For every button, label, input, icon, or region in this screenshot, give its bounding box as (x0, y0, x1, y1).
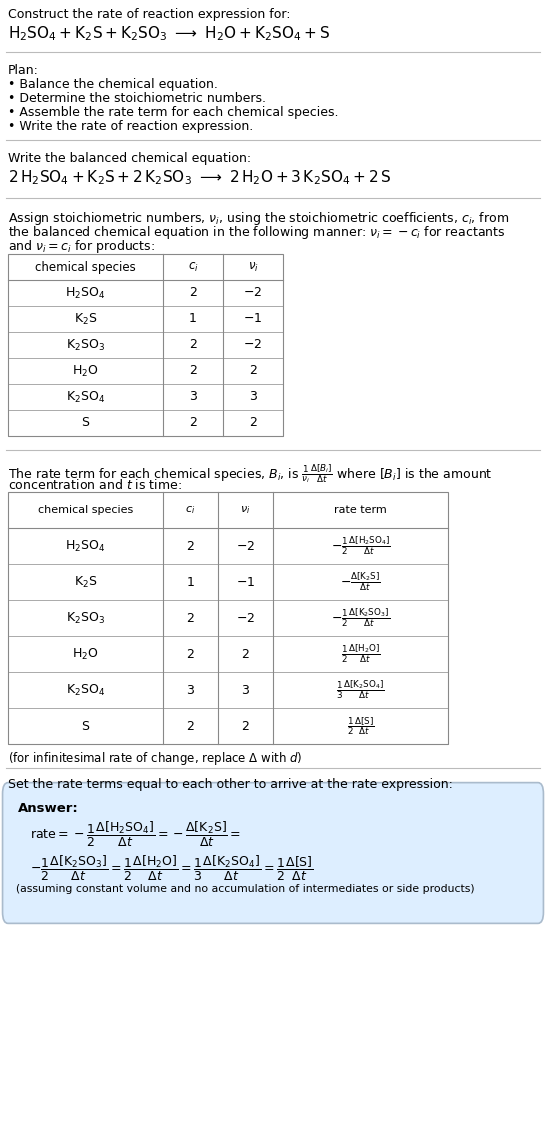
Text: $\frac{1}{2}\frac{\Delta[\mathrm{S}]}{\Delta t}$: $\frac{1}{2}\frac{\Delta[\mathrm{S}]}{\D… (347, 715, 374, 737)
Text: $-\frac{1}{2}\frac{\Delta[\mathrm{H_2SO_4}]}{\Delta t}$: $-\frac{1}{2}\frac{\Delta[\mathrm{H_2SO_… (330, 535, 390, 558)
Text: $\frac{1}{3}\frac{\Delta[\mathrm{K_2SO_4}]}{\Delta t}$: $\frac{1}{3}\frac{\Delta[\mathrm{K_2SO_4… (336, 678, 385, 701)
FancyBboxPatch shape (3, 783, 543, 923)
Text: 2: 2 (187, 719, 194, 733)
Text: • Determine the stoichiometric numbers.: • Determine the stoichiometric numbers. (8, 92, 266, 105)
Text: $\mathrm{rate} = -\dfrac{1}{2}\dfrac{\Delta[\mathrm{H_2SO_4}]}{\Delta t} = -\dfr: $\mathrm{rate} = -\dfrac{1}{2}\dfrac{\De… (30, 820, 241, 849)
Text: 2: 2 (189, 287, 197, 299)
Text: $2$: $2$ (248, 417, 257, 429)
Text: • Balance the chemical equation.: • Balance the chemical equation. (8, 79, 218, 91)
Text: 3: 3 (187, 684, 194, 696)
Text: $2$: $2$ (241, 648, 250, 660)
Text: $\frac{1}{2}\frac{\Delta[\mathrm{H_2O}]}{\Delta t}$: $\frac{1}{2}\frac{\Delta[\mathrm{H_2O}]}… (341, 643, 381, 666)
Text: Plan:: Plan: (8, 64, 39, 77)
Text: (assuming constant volume and no accumulation of intermediates or side products): (assuming constant volume and no accumul… (16, 884, 474, 894)
Text: $\nu_i$: $\nu_i$ (240, 504, 251, 516)
Text: $\mathrm{H_2O}$: $\mathrm{H_2O}$ (72, 363, 99, 379)
Text: $\mathrm{S}$: $\mathrm{S}$ (81, 417, 90, 429)
Text: $\mathrm{H_2SO_4}$: $\mathrm{H_2SO_4}$ (66, 538, 106, 553)
Text: the balanced chemical equation in the following manner: $\nu_i = -c_i$ for react: the balanced chemical equation in the fo… (8, 224, 506, 241)
Text: (for infinitesimal rate of change, replace $\Delta$ with $d$): (for infinitesimal rate of change, repla… (8, 750, 302, 767)
Text: • Write the rate of reaction expression.: • Write the rate of reaction expression. (8, 119, 253, 133)
Text: $\nu_i$: $\nu_i$ (247, 261, 258, 273)
Text: Construct the rate of reaction expression for:: Construct the rate of reaction expressio… (8, 8, 290, 20)
Text: $\mathrm{H_2SO_4 + K_2S + K_2SO_3 \ \longrightarrow \ H_2O + K_2SO_4 + S}$: $\mathrm{H_2SO_4 + K_2S + K_2SO_3 \ \lon… (8, 24, 330, 43)
Bar (8, 492, 448, 744)
Text: $c_i$: $c_i$ (188, 261, 198, 273)
Text: Set the rate terms equal to each other to arrive at the rate expression:: Set the rate terms equal to each other t… (8, 778, 453, 791)
Text: $\mathrm{H_2O}$: $\mathrm{H_2O}$ (72, 646, 99, 661)
Text: concentration and $t$ is time:: concentration and $t$ is time: (8, 478, 182, 492)
Text: $-\frac{\Delta[\mathrm{K_2S}]}{\Delta t}$: $-\frac{\Delta[\mathrm{K_2S}]}{\Delta t}… (340, 570, 381, 593)
Text: $2$: $2$ (248, 364, 257, 378)
Text: rate term: rate term (334, 505, 387, 516)
Text: $\mathrm{S}$: $\mathrm{S}$ (81, 719, 90, 733)
Text: 3: 3 (189, 390, 197, 404)
Text: $-\dfrac{1}{2}\dfrac{\Delta[\mathrm{K_2SO_3}]}{\Delta t} = \dfrac{1}{2}\dfrac{\D: $-\dfrac{1}{2}\dfrac{\Delta[\mathrm{K_2S… (30, 854, 314, 883)
Text: • Assemble the rate term for each chemical species.: • Assemble the rate term for each chemic… (8, 106, 339, 119)
Text: 2: 2 (187, 648, 194, 660)
Text: $-1$: $-1$ (236, 576, 255, 588)
Text: Answer:: Answer: (18, 802, 79, 815)
Text: 1: 1 (187, 576, 194, 588)
Text: Assign stoichiometric numbers, $\nu_i$, using the stoichiometric coefficients, $: Assign stoichiometric numbers, $\nu_i$, … (8, 211, 509, 226)
Text: $\mathrm{K_2SO_3}$: $\mathrm{K_2SO_3}$ (66, 338, 105, 353)
Text: The rate term for each chemical species, $B_i$, is $\frac{1}{\nu_i}\frac{\Delta[: The rate term for each chemical species,… (8, 462, 492, 485)
Text: $\mathrm{K_2S}$: $\mathrm{K_2S}$ (74, 575, 97, 589)
Text: $-2$: $-2$ (244, 287, 263, 299)
Text: $\mathrm{2\,H_2SO_4 + K_2S + 2\,K_2SO_3 \ \longrightarrow \ 2\,H_2O + 3\,K_2SO_4: $\mathrm{2\,H_2SO_4 + K_2S + 2\,K_2SO_3 … (8, 168, 391, 187)
Text: $3$: $3$ (248, 390, 258, 404)
Text: $3$: $3$ (241, 684, 250, 696)
Text: $c_i$: $c_i$ (186, 504, 195, 516)
Text: $-2$: $-2$ (244, 338, 263, 352)
Text: $\mathrm{K_2SO_3}$: $\mathrm{K_2SO_3}$ (66, 610, 105, 626)
Text: $\mathrm{K_2SO_4}$: $\mathrm{K_2SO_4}$ (66, 389, 105, 404)
Text: and $\nu_i = c_i$ for products:: and $\nu_i = c_i$ for products: (8, 238, 155, 255)
Text: 2: 2 (187, 539, 194, 553)
Text: Write the balanced chemical equation:: Write the balanced chemical equation: (8, 152, 251, 165)
Text: $2$: $2$ (241, 719, 250, 733)
Text: 2: 2 (189, 417, 197, 429)
Text: $\mathrm{K_2SO_4}$: $\mathrm{K_2SO_4}$ (66, 683, 105, 698)
Text: chemical species: chemical species (35, 261, 136, 273)
Bar (8, 254, 283, 436)
Text: $\mathrm{H_2SO_4}$: $\mathrm{H_2SO_4}$ (66, 286, 106, 300)
Text: 1: 1 (189, 313, 197, 325)
Text: $-1$: $-1$ (244, 313, 263, 325)
Text: 2: 2 (189, 364, 197, 378)
Text: 2: 2 (189, 338, 197, 352)
Text: $-2$: $-2$ (236, 611, 255, 625)
Text: $-\frac{1}{2}\frac{\Delta[\mathrm{K_2SO_3}]}{\Delta t}$: $-\frac{1}{2}\frac{\Delta[\mathrm{K_2SO_… (331, 607, 390, 629)
Text: chemical species: chemical species (38, 505, 133, 516)
Text: $\mathrm{K_2S}$: $\mathrm{K_2S}$ (74, 312, 97, 327)
Text: 2: 2 (187, 611, 194, 625)
Text: $-2$: $-2$ (236, 539, 255, 553)
